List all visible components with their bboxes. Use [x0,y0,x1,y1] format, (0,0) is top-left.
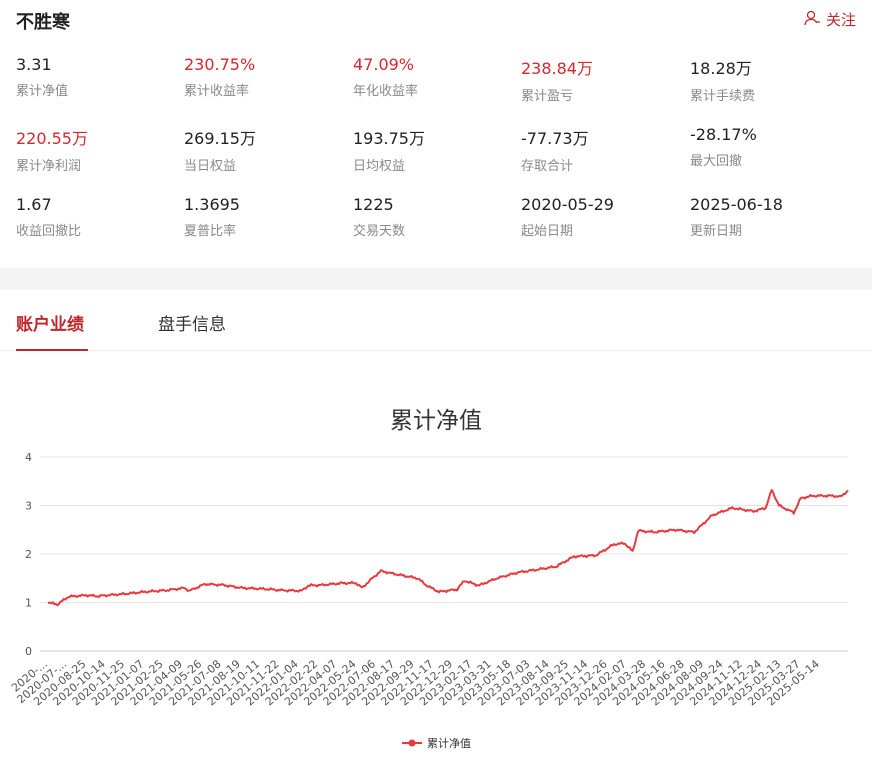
stat-label: 累计净利润 [16,159,82,174]
stat-item: 18.28万累计手续费 [690,55,858,104]
stat-item: 193.75万日均权益 [353,125,521,174]
stat-value: 238.84万 [521,59,593,78]
stat-label: 夏普比率 [184,224,237,239]
stat-value: 230.75% [184,55,256,74]
y-tick-label: 2 [25,548,32,561]
stat-label: 更新日期 [690,224,743,239]
stat-value: 1225 [353,195,394,214]
y-tick-label: 4 [25,451,32,464]
stat-value: -77.73万 [521,129,589,148]
page-title: 不胜寒 [16,12,70,33]
stat-label: 起始日期 [521,224,574,239]
stat-value: 18.28万 [690,59,752,78]
stat-item: 1.3695 夏普比率 [184,195,352,239]
section-divider [0,268,872,290]
stat-label: 交易天数 [353,224,406,239]
stat-item: 238.84万累计盈亏 [521,55,689,104]
legend-label: 累计净值 [427,737,471,750]
stat-item: 47.09% 年化收益率 [353,55,521,99]
y-tick-label: 3 [25,500,32,513]
stat-item: -28.17% 最大回撤 [690,125,858,169]
stat-item: -77.73万存取合计 [521,125,689,174]
stat-value: 193.75万 [353,129,425,148]
stat-value: 1.67 [16,195,52,214]
stat-value: 220.55万 [16,129,88,148]
stat-label: 累计净值 [16,84,69,99]
stat-label: 当日权益 [184,159,237,174]
stat-value: 47.09% [353,55,415,74]
stat-value: 1.3695 [184,195,240,214]
stat-value: 269.15万 [184,129,256,148]
chart-title: 累计净值 [390,408,482,434]
stat-value: 2025-06-18 [690,195,783,214]
y-tick-label: 0 [25,645,32,658]
stat-item: 2025-06-18 更新日期 [690,195,858,239]
stat-item: 230.75% 累计收益率 [184,55,352,99]
stat-item: 269.15万当日权益 [184,125,352,174]
y-tick-label: 1 [25,597,32,610]
legend-line-icon [402,739,422,747]
stat-value: -28.17% [690,125,757,144]
series-line [47,489,849,607]
user-icon [804,10,820,30]
stat-label: 累计手续费 [690,89,756,104]
stat-label: 累计盈亏 [521,89,574,104]
stat-value: 3.31 [16,55,52,74]
tab-performance[interactable]: 账户业绩 [16,315,84,335]
stat-item: 1225 交易天数 [353,195,521,239]
active-tab-indicator [16,349,88,351]
stat-item: 220.55万累计净利润 [16,125,184,174]
stat-label: 存取合计 [521,159,574,174]
follow-button[interactable]: 关注 [804,9,856,30]
stat-item: 3.31 累计净值 [16,55,184,99]
header: 不胜寒 关注 [0,0,872,40]
stat-value: 2020-05-29 [521,195,614,214]
stat-item: 2020-05-29 起始日期 [521,195,689,239]
stat-label: 最大回撤 [690,154,743,169]
stat-item: 1.67 收益回撤比 [16,195,184,239]
stat-label: 收益回撤比 [16,224,82,239]
tab-trader-info[interactable]: 盘手信息 [158,315,226,335]
stat-label: 日均权益 [353,159,406,174]
nav-line-chart: 012342020-...2020-07-...2020-08-252020-1… [9,451,849,708]
follow-label: 关注 [825,11,856,29]
stat-label: 年化收益率 [353,84,419,99]
stat-label: 累计收益率 [184,84,250,99]
chart-legend[interactable]: 累计净值 [0,735,872,751]
tab-bar: 账户业绩 盘手信息 [0,290,872,351]
